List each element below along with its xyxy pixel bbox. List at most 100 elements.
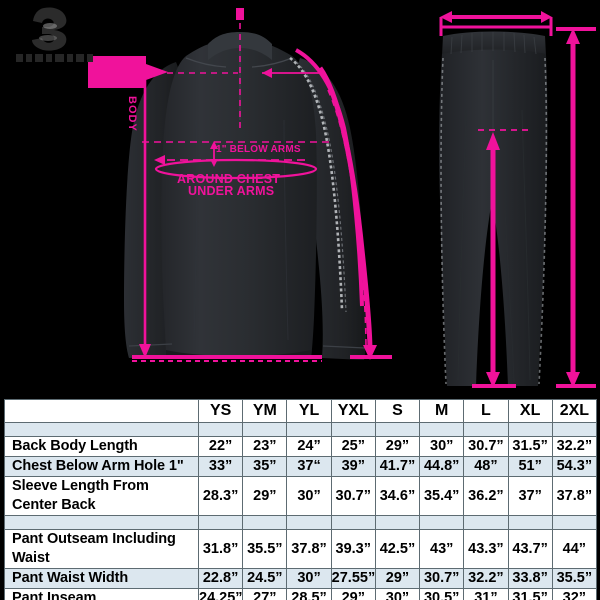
measurement-cell: 41.7” — [374, 456, 421, 477]
annotation-under-arms-label: UNDER ARMS — [188, 184, 275, 198]
table-row: Back Body Length 22” 23” 24” 25” 29” 30” 30.7” 3… — [4, 436, 597, 457]
table-header-row: YS YM YL YXL S M L XL 2XL — [4, 399, 597, 423]
table-row: Pant Outseam Including Waist 31.8” 35.5” 37… — [4, 529, 597, 569]
annotation-around-chest-label: AROUND CHEST — [177, 172, 281, 186]
column-header-xl: XL — [507, 399, 553, 423]
table-row: Pant Waist Width 22.8” 24.5” 30” 27.55” 29” 30… — [4, 568, 597, 589]
column-header-l: L — [463, 399, 509, 423]
measurement-cell: 31.5” — [507, 588, 553, 600]
size-chart-table-container: YS YM YL YXL S M L XL 2XL Back Body Length 22” 23”… — [0, 396, 600, 600]
pants-measure-annotations — [439, 11, 596, 388]
spacer-cell — [551, 422, 597, 437]
spacer-cell — [197, 422, 244, 437]
measurement-cell: 29” — [374, 568, 421, 589]
spacer-cell — [286, 422, 332, 437]
spacer-cell — [330, 422, 376, 437]
measurement-cell: 39” — [330, 456, 376, 477]
table-row: Pant Inseam 24.25” 27” 28.5” 29” 30” 30.5” 31” 3… — [4, 588, 597, 600]
measurement-cell: 27.55” — [330, 568, 376, 589]
measurement-cell: 51” — [507, 456, 553, 477]
measurement-cell: 25” — [330, 436, 376, 457]
column-header-m: M — [419, 399, 465, 423]
measurement-cell: 28.5” — [286, 588, 332, 600]
measurement-cell: 42.5” — [374, 529, 421, 569]
annotation-below-arms-label: 1" BELOW ARMS — [216, 144, 301, 155]
measurement-cell: 24.25” — [197, 588, 244, 600]
measurement-cell: 44.8” — [419, 456, 465, 477]
measurement-cell: 29” — [330, 588, 376, 600]
measurement-cell: 22.8” — [197, 568, 244, 589]
row-label: Chest Below Arm Hole 1" — [4, 456, 199, 477]
measurement-cell: 36.2” — [463, 476, 509, 516]
measurement-cell: 31.5” — [507, 436, 553, 457]
jacket-measure-annotations — [88, 8, 392, 362]
jacket-graphic — [124, 32, 367, 360]
size-chart-table: YS YM YL YXL S M L XL 2XL Back Body Length 22” 23”… — [4, 399, 597, 600]
measurement-cell: 30” — [374, 588, 421, 600]
row-label: Pant Waist Width — [4, 568, 199, 589]
measurement-cell: 33.8” — [507, 568, 553, 589]
spacer-cell — [419, 422, 465, 437]
measurement-cell: 54.3” — [551, 456, 597, 477]
measurement-cell: 30.5” — [419, 588, 465, 600]
measurement-cell: 30.7” — [463, 436, 509, 457]
annotation-body-label: BODY — [126, 96, 138, 132]
measurement-cell: 37.8” — [286, 529, 332, 569]
measurement-cell: 30.7” — [419, 568, 465, 589]
measurement-cell: 29” — [242, 476, 288, 516]
measurement-cell: 33” — [197, 456, 244, 477]
measurement-cell: 32.2” — [551, 436, 597, 457]
measurement-cell: 24” — [286, 436, 332, 457]
spacer-cell — [4, 515, 199, 530]
measurement-cell: 37” — [507, 476, 553, 516]
spacer-cell — [463, 422, 509, 437]
measurement-cell: 43.7” — [507, 529, 553, 569]
column-header-ys: YS — [197, 399, 244, 423]
spacer-cell — [551, 515, 597, 530]
row-label: Pant Outseam Including Waist — [4, 529, 199, 569]
column-header-yxl: YXL — [330, 399, 376, 423]
spacer-cell — [507, 422, 553, 437]
measurement-cell: 43” — [419, 529, 465, 569]
spacer-cell — [4, 422, 199, 437]
measurement-cell: 31” — [463, 588, 509, 600]
measurement-cell: 34.6” — [374, 476, 421, 516]
spacer-cell — [463, 515, 509, 530]
table-spacer-row — [4, 515, 597, 530]
spacer-cell — [286, 515, 332, 530]
measurement-cell: 29” — [374, 436, 421, 457]
measurement-cell: 24.5” — [242, 568, 288, 589]
spacer-cell — [419, 515, 465, 530]
measurement-cell: 23” — [242, 436, 288, 457]
pants-graphic — [438, 31, 548, 386]
column-header-s: S — [374, 399, 421, 423]
measurement-cell: 32” — [551, 588, 597, 600]
measurement-cell: 48” — [463, 456, 509, 477]
spacer-cell — [242, 422, 288, 437]
measurement-cell: 43.3” — [463, 529, 509, 569]
measurement-cell: 31.8” — [197, 529, 244, 569]
column-header-ym: YM — [242, 399, 288, 423]
table-spacer-row — [4, 422, 597, 437]
illustration-svg — [88, 8, 596, 388]
spacer-cell — [197, 515, 244, 530]
table-corner-cell — [4, 399, 199, 423]
spacer-cell — [507, 515, 553, 530]
measurement-cell: 30” — [286, 476, 332, 516]
measurement-cell: 32.2” — [463, 568, 509, 589]
product-illustration: BODY 1" BELOW ARMS AROUND CHEST UNDER AR… — [16, 7, 596, 388]
measurement-cell: 44” — [551, 529, 597, 569]
table-row: Sleeve Length From Center Back 28.3” 29” 30… — [4, 476, 597, 516]
measurement-cell: 30.7” — [330, 476, 376, 516]
measurement-cell: 37“ — [286, 456, 332, 477]
measurement-cell: 22” — [197, 436, 244, 457]
spacer-cell — [374, 422, 421, 437]
row-label: Back Body Length — [4, 436, 199, 457]
row-label: Sleeve Length From Center Back — [4, 476, 199, 516]
measurement-cell: 35.5” — [551, 568, 597, 589]
spacer-cell — [330, 515, 376, 530]
measurement-cell: 30” — [419, 436, 465, 457]
measurement-cell: 28.3” — [197, 476, 244, 516]
table-row: Chest Below Arm Hole 1" 33” 35” 37“ 39” 41.7”… — [4, 456, 597, 477]
